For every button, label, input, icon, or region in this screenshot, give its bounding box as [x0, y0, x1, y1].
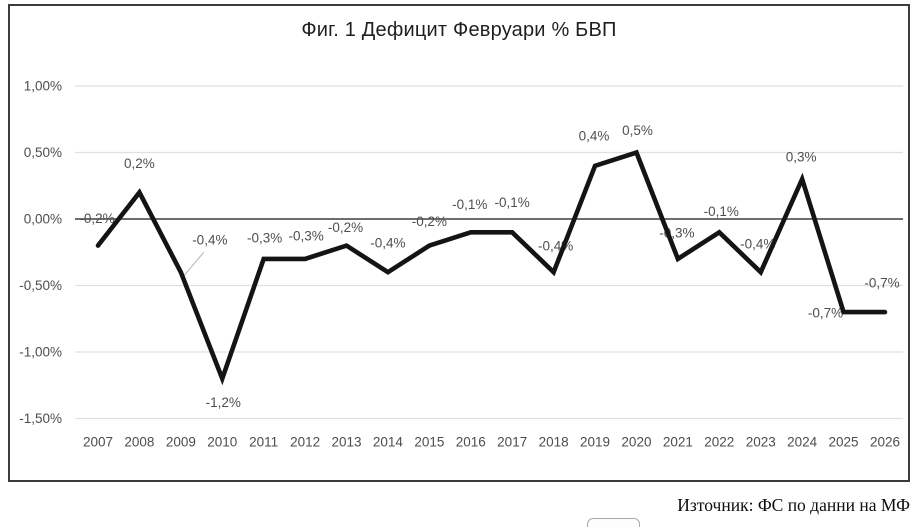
x-axis-label: 2007 [83, 435, 113, 450]
data-label: -0,1% [704, 204, 739, 219]
x-axis-label: 2023 [746, 435, 776, 450]
x-axis-label: 2017 [497, 435, 527, 450]
series-line [95, 149, 888, 386]
x-axis-label: 2024 [787, 435, 818, 450]
data-label: -0,3% [288, 228, 323, 243]
y-axis-label: -1,00% [19, 345, 62, 360]
x-axis-label: 2008 [124, 435, 154, 450]
chart-title: Фиг. 1 Дефицит Февруари % БВП [301, 19, 617, 41]
data-label: -1,2% [206, 395, 241, 410]
data-label: 0,4% [579, 128, 610, 143]
data-label: -0,3% [247, 230, 282, 245]
data-label: -0,2% [412, 214, 447, 229]
partial-button-fragment[interactable] [587, 518, 640, 527]
chart-frame: Фиг. 1 Дефицит Февруари % БВП [8, 4, 910, 482]
x-axis-label: 2011 [249, 435, 278, 450]
x-axis-label: 2018 [539, 435, 569, 450]
data-label: -0,2% [328, 220, 363, 235]
data-label: -0,1% [452, 197, 487, 212]
data-label: -0,4% [740, 237, 775, 252]
label-leader-line [181, 251, 205, 279]
y-axis-label: 0,50% [24, 145, 62, 160]
y-axis-label: -0,50% [19, 278, 62, 293]
x-axis-label: 2016 [456, 435, 486, 450]
x-axis-label: 2014 [373, 435, 404, 450]
x-axis-label: 2020 [621, 435, 651, 450]
x-axis-label: 2012 [290, 435, 320, 450]
data-label: -0,4% [370, 236, 405, 251]
x-axis-label: 2009 [166, 435, 196, 450]
x-axis-label: 2026 [870, 435, 900, 450]
data-label: -0,4% [192, 233, 227, 248]
data-label: 0,3% [786, 150, 817, 165]
data-label: -0,7% [864, 276, 899, 291]
x-axis-label: 2015 [414, 435, 444, 450]
x-axis-label: 2021 [663, 435, 693, 450]
y-axis-label: -1,50% [19, 411, 62, 426]
y-axis-label: 0,00% [24, 212, 62, 227]
y-axis-label: 1,00% [24, 79, 62, 94]
data-label: -0,1% [495, 195, 530, 210]
data-label: -0,2% [79, 211, 114, 226]
x-axis-label: 2010 [207, 435, 237, 450]
source-note: Източник: ФС по данни на МФ [677, 495, 910, 515]
x-axis-label: 2013 [331, 435, 361, 450]
x-axis-label: 2019 [580, 435, 610, 450]
x-axis-label: 2022 [704, 435, 734, 450]
data-label: -0,7% [808, 306, 843, 321]
data-label: 0,5% [622, 123, 653, 138]
data-label: 0,2% [124, 156, 155, 171]
x-axis-label: 2025 [829, 435, 859, 450]
